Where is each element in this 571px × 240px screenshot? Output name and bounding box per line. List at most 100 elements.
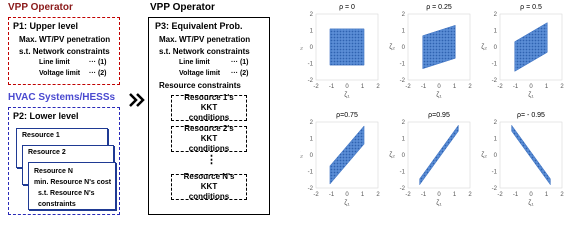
x-tick-label: 2 — [560, 84, 564, 90]
y-axis-label: ζ₂ — [300, 44, 303, 51]
page: VPP Operator P1: Upper level Max. WT/PV … — [8, 2, 565, 215]
y-tick-label: -1 — [308, 170, 314, 176]
y-tick-label: -2 — [308, 78, 314, 84]
sample-cloud — [419, 124, 459, 186]
upper-box: P1: Upper level Max. WT/PV penetration s… — [8, 17, 120, 85]
x-tick-label: 1 — [361, 192, 365, 198]
x-axis-label: ζ₁ — [344, 200, 350, 207]
x-tick-label: 2 — [468, 192, 472, 198]
equivalent-box: P3: Equivalent Prob. Max. WT/PV penetrat… — [148, 17, 270, 215]
x-tick-label: 2 — [560, 192, 564, 198]
x-tick-label: -2 — [313, 84, 319, 90]
arrow — [129, 93, 145, 107]
objective: Max. WT/PV penetration — [159, 35, 251, 44]
y-tick-label: -1 — [492, 62, 498, 68]
x-tick-label: 0 — [437, 192, 441, 198]
sample-cloud — [329, 28, 365, 66]
y-tick-label: 1 — [310, 29, 314, 35]
resource-name: Resource 1 — [22, 132, 60, 139]
upper-title: P1: Upper level — [13, 21, 79, 31]
x-tick-label: -1 — [421, 192, 427, 198]
operator-title: VPP Operator — [8, 2, 73, 13]
x-tick-label: -2 — [313, 192, 319, 198]
y-tick-label: 1 — [494, 137, 498, 143]
plot-title: ρ = 0.25 — [426, 4, 452, 11]
y-tick-label: -1 — [492, 170, 498, 176]
x-tick-label: -2 — [405, 192, 411, 198]
y-tick-label: 2 — [402, 120, 406, 126]
kkt-box: Resource N's KKT conditions — [171, 172, 247, 201]
y-tick-label: -2 — [492, 78, 498, 84]
y-tick-label: 2 — [494, 12, 498, 18]
y-tick-label: 0 — [402, 153, 406, 159]
y-axis-label: ζ₂ — [481, 152, 487, 159]
x-axis-label: ζ₁ — [436, 200, 442, 207]
x-tick-label: 2 — [376, 192, 380, 198]
x-tick-label: 2 — [468, 84, 472, 90]
x-tick-label: 0 — [345, 84, 349, 90]
x-axis-label: ζ₁ — [436, 92, 442, 99]
operator-title: VPP Operator — [150, 2, 215, 13]
x-tick-label: -1 — [329, 84, 335, 90]
resource-name: Resource N — [34, 168, 73, 175]
x-tick-label: -1 — [513, 84, 519, 90]
y-tick-label: 0 — [494, 153, 498, 159]
y-tick-label: 1 — [310, 137, 314, 143]
plot-title: ρ = 0.5 — [520, 4, 542, 11]
x-tick-label: 0 — [345, 192, 349, 198]
x-axis-label: ζ₁ — [528, 92, 534, 99]
y-tick-label: -1 — [400, 62, 406, 68]
y-axis-label: ζ₂ — [389, 44, 395, 51]
x-tick-label: 0 — [529, 84, 533, 90]
constraint-label: Voltage limit — [39, 70, 81, 77]
kkt-box: Resource 2's KKT conditions — [171, 124, 247, 153]
y-axis-label: ζ₂ — [300, 152, 303, 159]
lower-title: P2: Lower level — [13, 111, 79, 121]
x-tick-label: 2 — [376, 84, 380, 90]
x-tick-label: -2 — [497, 84, 503, 90]
sample-cloud — [514, 22, 548, 72]
kkt-box: Resource 1's KKT conditions — [171, 93, 247, 122]
equivalent-title: P3: Equivalent Prob. — [155, 21, 243, 31]
x-axis-label: ζ₁ — [344, 92, 350, 99]
resource-constraints: s.t. Resource N's constraints — [38, 190, 95, 208]
constraint-ref: ··· (2) — [89, 70, 107, 77]
y-tick-label: 2 — [494, 120, 498, 126]
y-axis-label: ζ₂ — [481, 44, 487, 51]
resource-card: Resource N min. Resource N's cost s.t. R… — [28, 162, 116, 210]
y-tick-label: 0 — [494, 45, 498, 51]
constraint-label: Line limit — [179, 59, 210, 66]
y-tick-label: 0 — [402, 45, 406, 51]
plot-title: ρ= - 0.95 — [517, 112, 545, 119]
y-tick-label: 1 — [402, 29, 406, 35]
y-tick-label: 1 — [402, 137, 406, 143]
x-tick-label: 0 — [437, 84, 441, 90]
plot-title: ρ = 0 — [339, 4, 355, 11]
x-tick-label: 1 — [361, 84, 365, 90]
y-tick-label: -2 — [492, 186, 498, 192]
x-tick-label: 1 — [453, 192, 457, 198]
constraint-label: Line limit — [39, 59, 70, 66]
y-tick-label: 0 — [310, 45, 314, 51]
sample-cloud — [511, 124, 551, 186]
y-tick-label: 2 — [310, 120, 314, 126]
y-tick-label: -2 — [400, 78, 406, 84]
sample-cloud — [422, 24, 456, 70]
constraint-ref: ··· (2) — [231, 70, 249, 77]
y-tick-label: 2 — [402, 12, 406, 18]
ellipsis: ⋮ — [206, 154, 217, 166]
y-tick-label: 2 — [310, 12, 314, 18]
x-tick-label: -2 — [497, 192, 503, 198]
resource-objective: min. Resource N's cost — [34, 179, 112, 186]
plot-frame — [499, 13, 563, 81]
scatter-panels: ρ = 0 -2 -1 0 1 2 -2 -1 0 1 2 ζ₁ ζ₂ ρ = 0.25 -2 -1 0 1 2 -2… — [300, 4, 564, 207]
constraint-label: Voltage limit — [179, 70, 221, 77]
constraints-title: s.t. Network constraints — [159, 47, 250, 56]
plot-title: ρ=0.75 — [336, 112, 358, 119]
y-tick-label: 1 — [494, 29, 498, 35]
lower-box: P2: Lower level Resource 1 Resource 2 Re… — [8, 107, 120, 215]
resource-constraints-title: Resource constraints — [159, 81, 241, 90]
resources-title: HVAC Systems/HESSs — [8, 92, 116, 103]
x-tick-label: 1 — [545, 192, 549, 198]
x-tick-label: -1 — [421, 84, 427, 90]
